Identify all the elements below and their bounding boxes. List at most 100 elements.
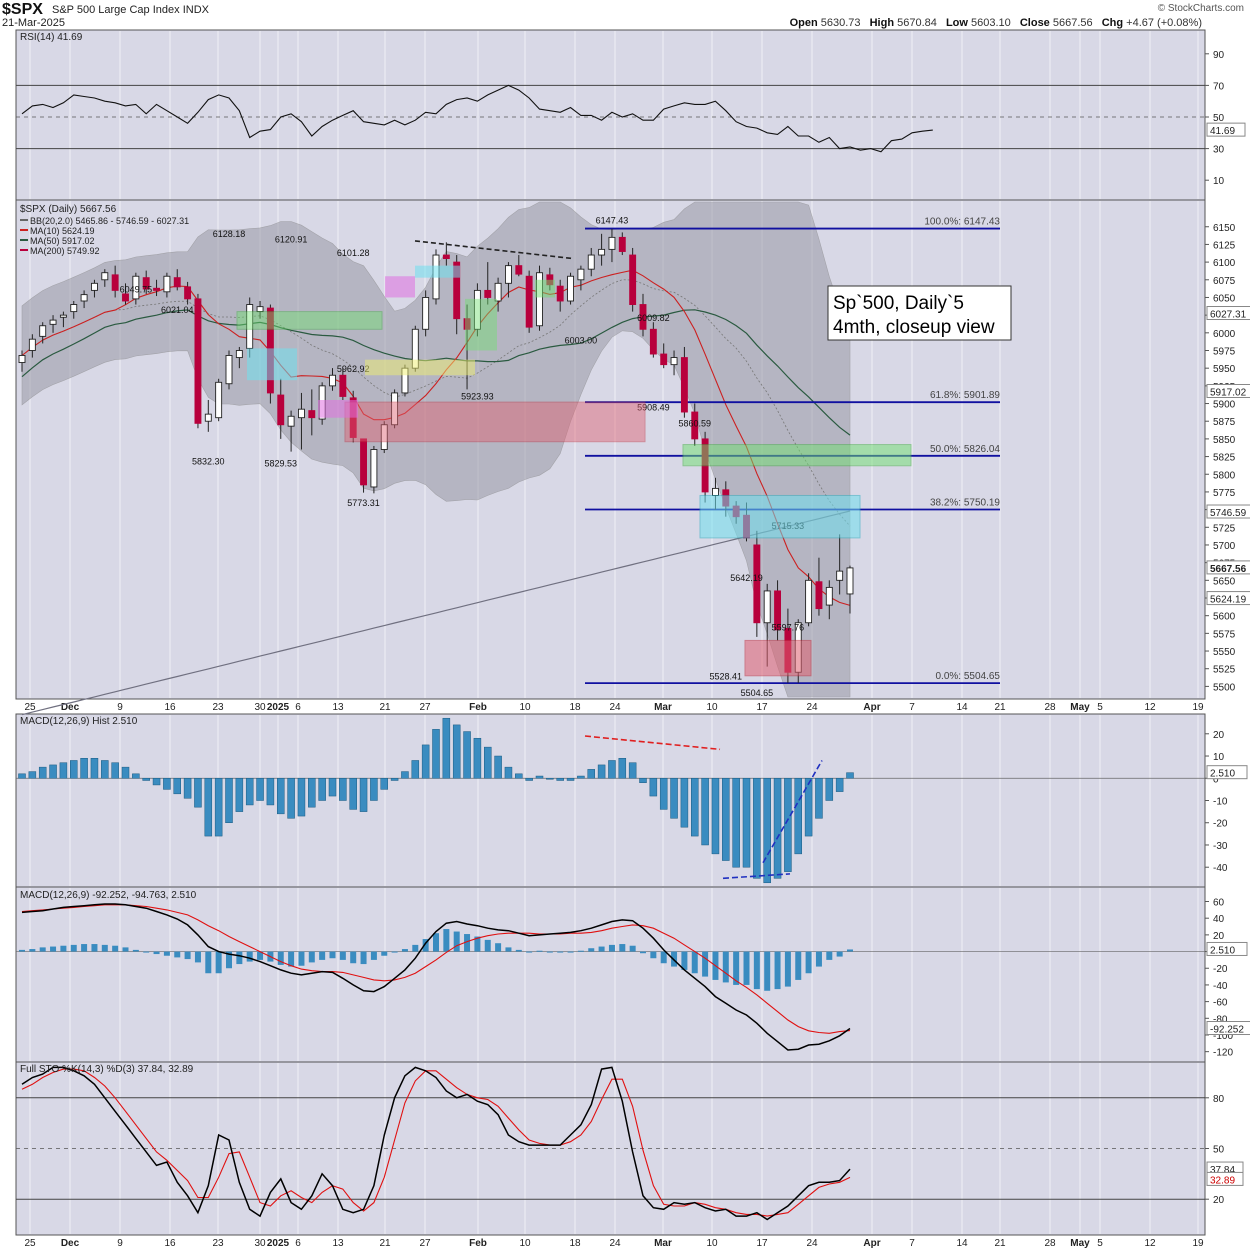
hist-bar (194, 778, 202, 808)
macd-hist-bar (29, 949, 36, 952)
ma200-line (21, 510, 851, 716)
price-tick-label: 6075 (1213, 276, 1236, 287)
hist-bar (142, 778, 150, 781)
price-annotation: 5504.65 (741, 688, 774, 698)
hist-bar (49, 764, 57, 779)
price-annotation: 5860.59 (678, 418, 711, 428)
red-low-zone (744, 639, 812, 677)
candle (629, 254, 637, 305)
macd-hist-bar (50, 946, 57, 952)
macd-hist-bar (557, 951, 564, 953)
macd-last-label: -92.252 (1210, 1025, 1244, 1036)
price-annotation: 5923.93 (461, 392, 494, 402)
macd-hist-bar (143, 951, 150, 953)
ohlc-readout: Open 5630.73 High 5670.84 Low 5603.10 Cl… (790, 17, 1208, 29)
macd-hist-bar (132, 949, 139, 952)
candle (536, 272, 543, 327)
x-axis-label: 24 (806, 1238, 818, 1249)
fib-label: 50.0%: 5826.04 (930, 444, 1000, 455)
hist-bar (235, 778, 244, 812)
x-axis-label: 2025 (267, 1238, 290, 1249)
candle (505, 265, 512, 284)
price-right-box (1206, 591, 1250, 606)
macd-last-box (1206, 1021, 1250, 1036)
hist-tick-label: -30 (1213, 841, 1228, 852)
price-tick-label: 5525 (1213, 665, 1236, 676)
candle (59, 314, 67, 318)
price-annotation: 5832.30 (192, 456, 225, 466)
candle (608, 236, 616, 250)
bb-midline (21, 279, 851, 527)
candle (370, 449, 378, 488)
hist-bar (711, 778, 720, 855)
macd-hist-bar (629, 945, 636, 952)
hist-tick-label: 20 (1213, 730, 1225, 741)
macd-hist-bar (184, 951, 191, 960)
price-annotation: 5908.49 (637, 403, 670, 413)
hist-bar (318, 778, 326, 801)
candle (184, 286, 192, 300)
macd-hist-bar (681, 951, 688, 970)
price-right-label: 5917.02 (1210, 388, 1247, 399)
price-annotation: 6009.82 (637, 313, 670, 323)
candle (391, 392, 399, 426)
x-axis-label: 9 (117, 1238, 123, 1249)
hist-bar (773, 778, 782, 879)
macd-hist-bar (91, 944, 98, 952)
price-tick-label: 5975 (1213, 347, 1236, 358)
hist-bar (111, 762, 119, 779)
hist-bar (732, 778, 740, 868)
macd-hist-bar (836, 951, 843, 957)
fib-label: 100.0%: 6147.43 (924, 217, 1000, 228)
red-gap-zone (344, 401, 646, 443)
macd-hist-bar (401, 949, 408, 952)
hist-blue-base (722, 873, 791, 880)
price-legend-item: MA(10) 5624.19 (30, 226, 95, 236)
candle (90, 282, 98, 291)
x-axis-label: 13 (332, 1238, 344, 1249)
macd-hist-bar (515, 949, 522, 952)
macd-hist-bar (19, 949, 25, 952)
x-axis-label: Dec (61, 702, 80, 713)
candle (163, 275, 171, 293)
macd-hist-bar (795, 951, 802, 980)
macd-hist-bar (215, 951, 222, 974)
hist-bar (577, 775, 585, 779)
macd-hist-bar (122, 947, 129, 952)
hist-bar (835, 778, 844, 792)
x-axis-label: Feb (469, 702, 487, 713)
hist-bar (494, 755, 502, 779)
candle (28, 338, 36, 351)
price-right-label: 5746.59 (1210, 508, 1247, 519)
price-annotation: 5829.53 (264, 458, 297, 468)
candle (380, 424, 388, 450)
hist-red-divergence (584, 735, 721, 751)
candle (836, 570, 844, 581)
price-right-box (1206, 504, 1250, 519)
hist-bar (473, 737, 482, 779)
candle (49, 319, 57, 325)
hist-last-label: 2.510 (1210, 769, 1235, 780)
x-axis-label: 21 (379, 1238, 391, 1249)
hist-bar (649, 778, 658, 797)
hist-bar (484, 746, 492, 779)
price-right-label: 5667.56 (1210, 564, 1247, 575)
macd-hist-bar (805, 951, 812, 974)
hist-bar (328, 778, 337, 797)
macd-hist-bar (774, 951, 781, 990)
x-axis-label: 10 (519, 1238, 531, 1249)
x-axis-label: 25 (24, 1238, 36, 1249)
green-zone-feb (465, 298, 497, 351)
x-axis-label: 18 (569, 1238, 581, 1249)
macd-hist-bar (567, 951, 574, 953)
price-tick-label: 5775 (1213, 488, 1236, 499)
open-label: Open (789, 17, 818, 29)
price-tick-label: 5850 (1213, 435, 1236, 446)
rsi-tick-label: 90 (1213, 50, 1225, 61)
candle (204, 413, 212, 422)
macd-hist-bar (660, 951, 667, 964)
x-axis-label: 25 (24, 702, 36, 713)
macd-hist-bar (39, 947, 46, 952)
hist-bar (670, 778, 678, 819)
chg-value: +4.67 (+0.08%) (1126, 17, 1202, 29)
